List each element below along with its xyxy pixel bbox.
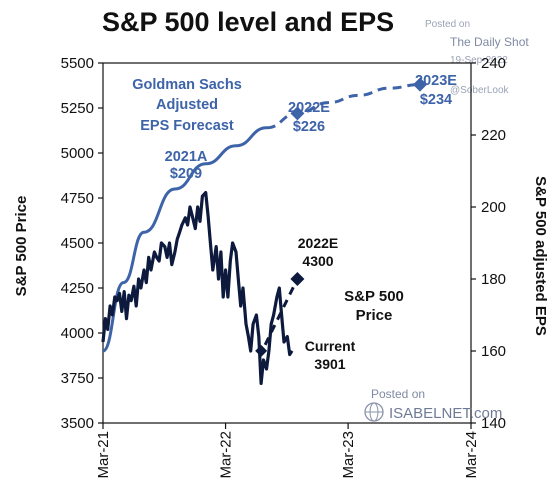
y-tick-label-left: 3500 [61, 415, 94, 432]
y-tick-label-left: 5250 [61, 100, 94, 117]
annotation-sp500-price: S&P 500 Price [344, 288, 404, 324]
y-tick-label-left: 3750 [61, 370, 94, 387]
y-tick-label-right: 200 [481, 199, 506, 216]
y-axis-title-right: S&P 500 adjusted EPS [532, 176, 549, 336]
y-tick-label-right: 240 [481, 55, 506, 72]
annotation-label: 2022E [298, 235, 338, 251]
annotation-label: Goldman Sachs [132, 77, 242, 93]
sp500-price-line [101, 191, 294, 385]
price-2022e-marker [290, 272, 305, 286]
annotation-label: S&P 500 [344, 288, 404, 305]
eps-2023e-marker [412, 77, 427, 92]
annotation-2022e-price: 2022E 4300 [298, 235, 338, 269]
y-tick-label-left: 4000 [61, 325, 94, 342]
y-axis-title-left: S&P 500 Price [13, 196, 30, 297]
eps-2022e-marker [290, 106, 305, 121]
eps-forecast-line [102, 126, 267, 353]
annotation-label: 4300 [302, 253, 333, 269]
marker-layer [255, 77, 427, 357]
y-axis-left: 3500 3750 4000 4250 4500 4750 5000 5250 5500 [61, 55, 103, 432]
y-tick-label-left: 5500 [61, 55, 94, 72]
x-axis: Mar-21 Mar-22 Mar-23 Mar-24 [95, 423, 480, 479]
annotation-label: EPS Forecast [140, 118, 234, 134]
y-tick-label-right: 220 [481, 127, 506, 144]
annotation-2022e-eps: 2022E $226 [288, 100, 330, 135]
x-tick-label: Mar-21 [95, 431, 112, 479]
watermark-posted-label: Posted on [371, 387, 425, 401]
x-tick-label: Mar-22 [218, 431, 235, 479]
annotation-label: Price [356, 307, 393, 324]
y-tick-label-left: 4500 [61, 235, 94, 252]
annotation-label: 2021A [165, 149, 208, 165]
y-tick-label-right: 160 [481, 343, 506, 360]
x-tick-label: Mar-24 [463, 431, 480, 479]
annotation-label: $234 [420, 92, 452, 108]
y-tick-label-left: 4750 [61, 190, 94, 207]
annotation-gs-forecast: Goldman Sachs Adjusted EPS Forecast [132, 77, 242, 134]
x-tick-label: Mar-23 [340, 431, 357, 479]
y-tick-label-right: 180 [481, 271, 506, 288]
chart-title: S&P 500 level and EPS [102, 7, 394, 37]
annotation-label: Current [305, 338, 356, 354]
annotation-label: Adjusted [156, 97, 218, 113]
annotation-label: 2022E [288, 100, 330, 116]
y-axis-right: 140 160 180 200 220 240 [471, 55, 506, 432]
annotation-2023e-eps: 2023E $234 [415, 73, 457, 108]
annotation-current: Current 3901 [305, 338, 356, 372]
y-tick-label-left: 5000 [61, 145, 94, 162]
annotation-label: 3901 [314, 356, 345, 372]
y-tick-label-right: 140 [481, 415, 506, 432]
watermark-posted: Posted on [425, 19, 470, 30]
watermark-handle: @SoberLook [450, 85, 510, 96]
price-current-marker [255, 344, 268, 357]
globe-icon [364, 402, 384, 422]
watermark-source: The Daily Shot [450, 35, 529, 49]
annotation-label: 2023E [415, 73, 457, 89]
sp500-projection-line [263, 284, 296, 346]
watermark-site: ISABELNET.com [389, 405, 502, 422]
annotation-label: $226 [293, 119, 325, 135]
annotation-2021a: 2021A $209 [165, 149, 208, 182]
isabelnet-watermark: Posted on ISABELNET.com [364, 387, 502, 422]
y-tick-label-left: 4250 [61, 280, 94, 297]
watermark-date: 19-Sep-2022 [450, 55, 508, 66]
annotation-label: $209 [170, 166, 202, 182]
